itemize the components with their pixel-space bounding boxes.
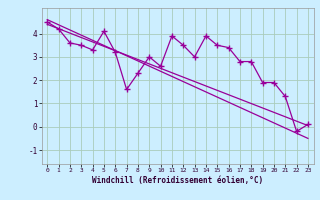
X-axis label: Windchill (Refroidissement éolien,°C): Windchill (Refroidissement éolien,°C) bbox=[92, 176, 263, 185]
